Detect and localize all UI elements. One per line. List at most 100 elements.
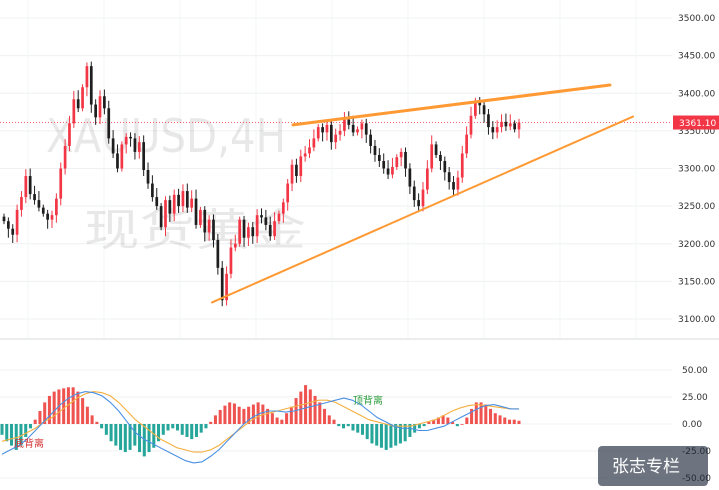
macd-histogram-bar bbox=[175, 424, 180, 431]
candle-body bbox=[417, 200, 420, 207]
macd-histogram-bar bbox=[242, 408, 246, 424]
macd-histogram-bar bbox=[280, 419, 284, 424]
macd-histogram-bar bbox=[470, 408, 474, 424]
macd-histogram-bar bbox=[194, 424, 198, 437]
candle-body bbox=[325, 124, 329, 133]
candle-body bbox=[28, 176, 32, 195]
macd-histogram-bar bbox=[161, 424, 165, 435]
candle-body bbox=[338, 130, 342, 135]
candle-body bbox=[364, 123, 368, 135]
macd-tick-label: 50.00 bbox=[682, 366, 708, 376]
price-tick-label: 3100.00 bbox=[678, 315, 715, 325]
candle-body bbox=[172, 194, 176, 214]
candle-body bbox=[68, 123, 71, 146]
macd-histogram-bar bbox=[247, 406, 251, 424]
brand-badge-bg bbox=[598, 446, 708, 486]
candle-body bbox=[347, 119, 351, 125]
candle-body bbox=[386, 168, 390, 175]
candle-body bbox=[369, 134, 372, 146]
candle-body bbox=[513, 123, 516, 130]
watermark-symbol: XAUUSD,4H bbox=[46, 109, 286, 163]
price-tick-label: 3500.00 bbox=[678, 14, 715, 24]
candle-body bbox=[351, 124, 355, 133]
macd-histogram-bar bbox=[313, 395, 317, 424]
candle-body bbox=[159, 206, 163, 228]
macd-histogram-bar bbox=[100, 424, 104, 429]
candle-body bbox=[356, 129, 359, 133]
candle-body bbox=[299, 156, 303, 177]
candle-body bbox=[229, 247, 233, 274]
macd-lines bbox=[1, 391, 519, 464]
macd-histogram-bar bbox=[209, 421, 213, 424]
macd-histogram-bar bbox=[294, 398, 298, 424]
candle-body bbox=[233, 243, 237, 248]
candle-body bbox=[312, 138, 316, 148]
candle-body bbox=[517, 122, 521, 130]
candle-body bbox=[482, 105, 486, 115]
macd-histogram-bar bbox=[446, 417, 450, 424]
macd-histogram-bar bbox=[251, 404, 255, 424]
macd-histogram-bar bbox=[232, 403, 236, 424]
candle-body bbox=[343, 119, 346, 131]
candle-body bbox=[63, 145, 67, 169]
candle-body bbox=[168, 200, 172, 214]
candle-body bbox=[495, 127, 499, 133]
macd-histogram-bar bbox=[285, 413, 289, 424]
candle-body bbox=[120, 144, 124, 169]
macd-histogram-bar bbox=[190, 424, 194, 440]
candle-body bbox=[81, 87, 84, 109]
price-axis[interactable]: 3100.00 3150.00 3200.00 3250.00 3300.00 3350.… bbox=[678, 14, 715, 325]
candle-body bbox=[85, 66, 89, 88]
macd-histogram-bar bbox=[157, 424, 161, 442]
resistance-trendline bbox=[291, 83, 612, 127]
price-tick-label: 3150.00 bbox=[678, 277, 715, 287]
candle-body bbox=[452, 182, 455, 190]
price-tick-label: 3200.00 bbox=[678, 240, 715, 250]
macd-histogram-bar bbox=[384, 424, 388, 450]
macd-histogram-bar bbox=[351, 424, 355, 431]
candle-body bbox=[50, 215, 54, 220]
candle-body bbox=[72, 99, 76, 124]
candle-body bbox=[98, 96, 102, 118]
macd-histogram-bar bbox=[498, 415, 502, 424]
candle-body bbox=[190, 198, 194, 208]
candle-body bbox=[316, 127, 320, 139]
candle-body bbox=[404, 151, 407, 169]
candle-body bbox=[15, 209, 19, 235]
brand-badge: 张志专栏 bbox=[598, 446, 708, 486]
candle-body bbox=[212, 219, 215, 240]
candle-body bbox=[185, 191, 189, 208]
macd-histogram-bar bbox=[166, 424, 170, 431]
macd-histogram bbox=[0, 385, 521, 457]
candle-body bbox=[37, 200, 41, 208]
macd-histogram-bar bbox=[417, 424, 421, 429]
candle-body bbox=[216, 239, 220, 268]
candle-body bbox=[137, 142, 141, 152]
candle-body bbox=[303, 153, 307, 157]
candle-body bbox=[181, 191, 185, 207]
macd-histogram-bar bbox=[171, 424, 175, 429]
macd-histogram-bar bbox=[337, 424, 341, 427]
price-tick-label: 3450.00 bbox=[678, 52, 715, 62]
candle-body bbox=[251, 227, 255, 237]
candle-body bbox=[439, 154, 442, 161]
trendline-group bbox=[211, 83, 634, 304]
support-trendline bbox=[211, 115, 634, 304]
macd-histogram-bar bbox=[403, 424, 407, 442]
candle-body bbox=[59, 168, 63, 199]
candle-body bbox=[255, 215, 259, 237]
macd-histogram-bar bbox=[133, 424, 137, 446]
macd-histogram-bar bbox=[275, 417, 279, 424]
macd-histogram-bar bbox=[85, 406, 89, 424]
price-tick-label: 3250.00 bbox=[678, 202, 715, 212]
candle-body bbox=[268, 224, 272, 237]
candle-body bbox=[76, 99, 80, 109]
candle-body bbox=[334, 134, 338, 143]
symbol-watermark: XAUUSD,4H 现货黄金 bbox=[46, 109, 306, 256]
candle-body bbox=[408, 168, 412, 187]
macd-histogram-bar bbox=[451, 421, 455, 424]
macd-histogram-bar bbox=[266, 408, 270, 424]
candle-body bbox=[399, 151, 403, 158]
macd-histogram-bar bbox=[460, 424, 464, 425]
